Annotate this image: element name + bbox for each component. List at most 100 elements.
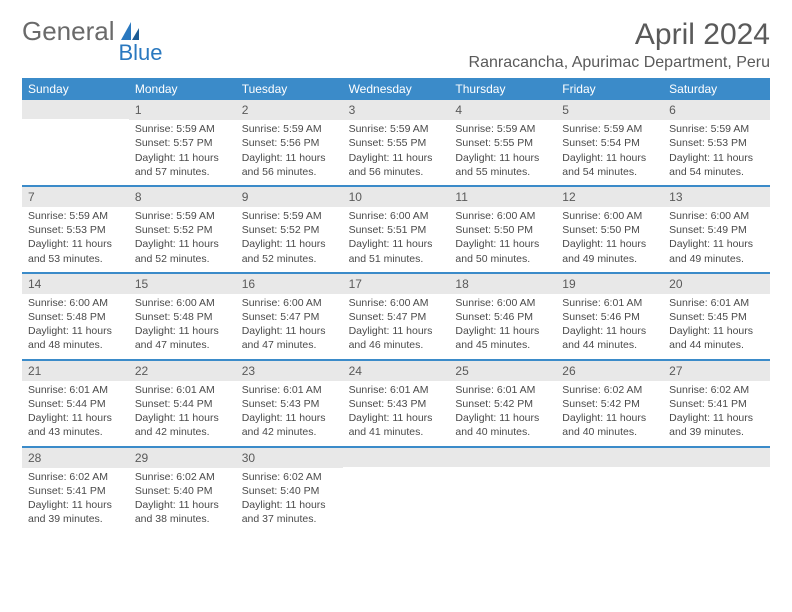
daylight-text: Daylight: 11 hours [455, 151, 550, 165]
calendar-cell [556, 448, 663, 533]
day-number: 14 [22, 274, 129, 294]
daylight-text: and 42 minutes. [242, 425, 337, 439]
cell-body: Sunrise: 5:59 AMSunset: 5:52 PMDaylight:… [129, 207, 236, 272]
sunrise-text: Sunrise: 5:59 AM [28, 209, 123, 223]
daylight-text: and 49 minutes. [562, 252, 657, 266]
day-number: 6 [663, 100, 770, 120]
day-number: 26 [556, 361, 663, 381]
sunset-text: Sunset: 5:55 PM [455, 136, 550, 150]
daylight-text: Daylight: 11 hours [28, 498, 123, 512]
cell-body: Sunrise: 5:59 AMSunset: 5:57 PMDaylight:… [129, 120, 236, 185]
daylight-text: Daylight: 11 hours [242, 151, 337, 165]
calendar-cell: 16Sunrise: 6:00 AMSunset: 5:47 PMDayligh… [236, 274, 343, 361]
sunrise-text: Sunrise: 5:59 AM [455, 122, 550, 136]
sunrise-text: Sunrise: 6:01 AM [135, 383, 230, 397]
daylight-text: and 49 minutes. [669, 252, 764, 266]
daylight-text: and 42 minutes. [135, 425, 230, 439]
day-number: 10 [343, 187, 450, 207]
sunset-text: Sunset: 5:56 PM [242, 136, 337, 150]
sunrise-text: Sunrise: 6:02 AM [242, 470, 337, 484]
cell-body [343, 467, 450, 507]
day-number: 29 [129, 448, 236, 468]
day-number: 1 [129, 100, 236, 120]
cell-body [663, 467, 770, 507]
day-header: Thursday [449, 78, 556, 100]
daylight-text: Daylight: 11 hours [562, 411, 657, 425]
logo-text-general: General [22, 18, 115, 44]
header: General Blue April 2024 Ranracancha, Apu… [22, 18, 770, 72]
sunrise-text: Sunrise: 5:59 AM [242, 209, 337, 223]
day-number: 21 [22, 361, 129, 381]
cell-body: Sunrise: 6:01 AMSunset: 5:43 PMDaylight:… [343, 381, 450, 446]
day-number [449, 448, 556, 467]
cell-body: Sunrise: 6:01 AMSunset: 5:44 PMDaylight:… [22, 381, 129, 446]
sunset-text: Sunset: 5:51 PM [349, 223, 444, 237]
day-number: 28 [22, 448, 129, 468]
sunrise-text: Sunrise: 5:59 AM [242, 122, 337, 136]
daylight-text: and 39 minutes. [28, 512, 123, 526]
daylight-text: Daylight: 11 hours [135, 498, 230, 512]
daylight-text: Daylight: 11 hours [562, 237, 657, 251]
week-row: 14Sunrise: 6:00 AMSunset: 5:48 PMDayligh… [22, 274, 770, 361]
daylight-text: Daylight: 11 hours [349, 237, 444, 251]
calendar-cell: 25Sunrise: 6:01 AMSunset: 5:42 PMDayligh… [449, 361, 556, 448]
cell-body: Sunrise: 6:00 AMSunset: 5:48 PMDaylight:… [22, 294, 129, 359]
sunrise-text: Sunrise: 6:02 AM [135, 470, 230, 484]
calendar-cell [343, 448, 450, 533]
sunrise-text: Sunrise: 6:01 AM [455, 383, 550, 397]
day-number: 27 [663, 361, 770, 381]
calendar-cell: 15Sunrise: 6:00 AMSunset: 5:48 PMDayligh… [129, 274, 236, 361]
sunset-text: Sunset: 5:46 PM [562, 310, 657, 324]
daylight-text: Daylight: 11 hours [455, 411, 550, 425]
logo-text-blue: Blue [119, 42, 163, 64]
calendar-cell: 7Sunrise: 5:59 AMSunset: 5:53 PMDaylight… [22, 187, 129, 274]
sunset-text: Sunset: 5:46 PM [455, 310, 550, 324]
cell-body: Sunrise: 6:00 AMSunset: 5:51 PMDaylight:… [343, 207, 450, 272]
daylight-text: and 47 minutes. [242, 338, 337, 352]
calendar-cell: 8Sunrise: 5:59 AMSunset: 5:52 PMDaylight… [129, 187, 236, 274]
cell-body: Sunrise: 6:00 AMSunset: 5:49 PMDaylight:… [663, 207, 770, 272]
day-number: 13 [663, 187, 770, 207]
calendar-cell: 14Sunrise: 6:00 AMSunset: 5:48 PMDayligh… [22, 274, 129, 361]
daylight-text: Daylight: 11 hours [242, 498, 337, 512]
day-number: 7 [22, 187, 129, 207]
sunset-text: Sunset: 5:40 PM [242, 484, 337, 498]
calendar-cell: 10Sunrise: 6:00 AMSunset: 5:51 PMDayligh… [343, 187, 450, 274]
cell-body: Sunrise: 5:59 AMSunset: 5:54 PMDaylight:… [556, 120, 663, 185]
calendar-cell: 1Sunrise: 5:59 AMSunset: 5:57 PMDaylight… [129, 100, 236, 187]
sunset-text: Sunset: 5:53 PM [669, 136, 764, 150]
sunrise-text: Sunrise: 6:00 AM [349, 209, 444, 223]
cell-body: Sunrise: 6:02 AMSunset: 5:40 PMDaylight:… [129, 468, 236, 533]
day-number: 22 [129, 361, 236, 381]
calendar-cell: 9Sunrise: 5:59 AMSunset: 5:52 PMDaylight… [236, 187, 343, 274]
cell-body: Sunrise: 5:59 AMSunset: 5:56 PMDaylight:… [236, 120, 343, 185]
sunrise-text: Sunrise: 6:00 AM [455, 296, 550, 310]
calendar-cell: 30Sunrise: 6:02 AMSunset: 5:40 PMDayligh… [236, 448, 343, 533]
cell-body: Sunrise: 6:01 AMSunset: 5:46 PMDaylight:… [556, 294, 663, 359]
sunrise-text: Sunrise: 6:01 AM [562, 296, 657, 310]
sunrise-text: Sunrise: 5:59 AM [135, 122, 230, 136]
daylight-text: and 54 minutes. [562, 165, 657, 179]
sunset-text: Sunset: 5:42 PM [455, 397, 550, 411]
sunset-text: Sunset: 5:50 PM [455, 223, 550, 237]
sunrise-text: Sunrise: 6:02 AM [669, 383, 764, 397]
daylight-text: Daylight: 11 hours [135, 151, 230, 165]
cell-body: Sunrise: 6:00 AMSunset: 5:46 PMDaylight:… [449, 294, 556, 359]
calendar-cell: 11Sunrise: 6:00 AMSunset: 5:50 PMDayligh… [449, 187, 556, 274]
daylight-text: and 44 minutes. [562, 338, 657, 352]
cell-body: Sunrise: 6:02 AMSunset: 5:42 PMDaylight:… [556, 381, 663, 446]
sunrise-text: Sunrise: 5:59 AM [562, 122, 657, 136]
daylight-text: Daylight: 11 hours [455, 324, 550, 338]
day-number: 15 [129, 274, 236, 294]
sunset-text: Sunset: 5:48 PM [28, 310, 123, 324]
day-number: 9 [236, 187, 343, 207]
sunset-text: Sunset: 5:49 PM [669, 223, 764, 237]
daylight-text: Daylight: 11 hours [28, 324, 123, 338]
daylight-text: Daylight: 11 hours [349, 324, 444, 338]
calendar-cell: 6Sunrise: 5:59 AMSunset: 5:53 PMDaylight… [663, 100, 770, 187]
cell-body: Sunrise: 6:02 AMSunset: 5:40 PMDaylight:… [236, 468, 343, 533]
sunset-text: Sunset: 5:41 PM [28, 484, 123, 498]
day-number: 23 [236, 361, 343, 381]
day-number: 8 [129, 187, 236, 207]
day-number [663, 448, 770, 467]
